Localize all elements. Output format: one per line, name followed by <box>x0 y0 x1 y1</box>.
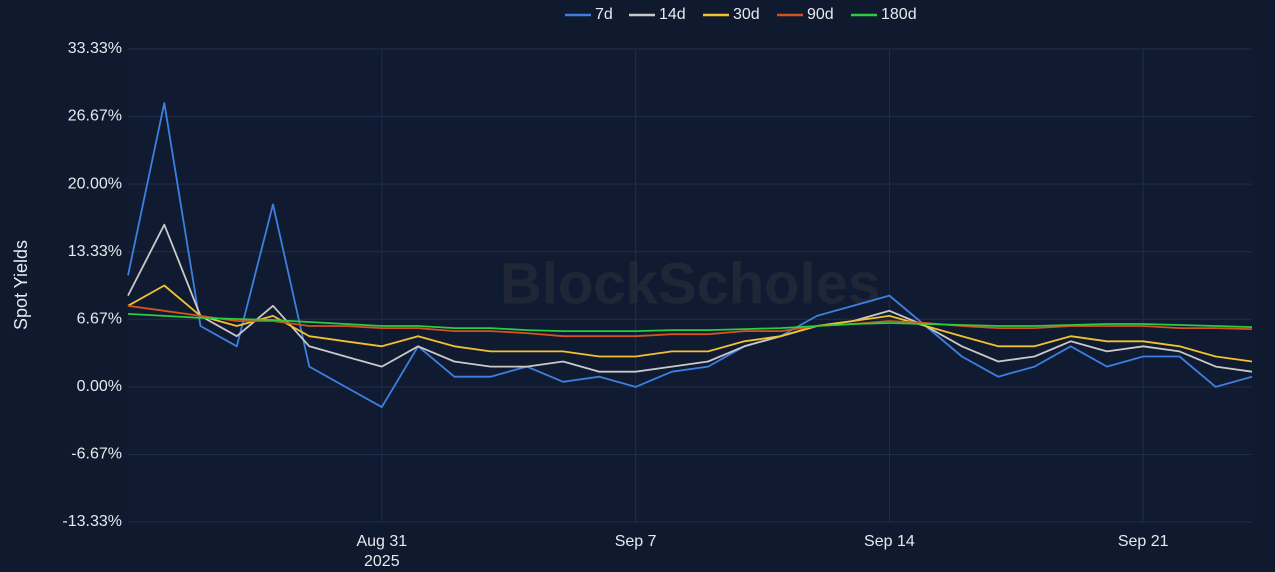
y-tick-label: 0.00% <box>77 378 122 395</box>
series-line <box>127 284 1253 363</box>
y-tick-label: 33.33% <box>68 40 122 57</box>
legend-label: 7d <box>595 6 613 23</box>
plot-area <box>128 49 1252 522</box>
legend-label: 14d <box>659 6 686 23</box>
x-tick-label: Sep 14 <box>864 533 915 550</box>
y-axis-title: Spot Yields <box>11 240 31 330</box>
watermark: BlockScholes <box>500 251 880 316</box>
legend-label: 180d <box>881 6 917 23</box>
series-line <box>127 313 1253 332</box>
y-tick-label: -6.67% <box>71 446 122 463</box>
series-line <box>127 102 1253 408</box>
x-tick-label: Sep 21 <box>1117 533 1169 550</box>
y-tick-label: 6.67% <box>77 310 122 327</box>
x-tick-label: Sep 7 <box>614 533 657 550</box>
series-line <box>127 223 1253 373</box>
y-tick-label: 20.00% <box>68 175 122 192</box>
x-tick-label: Aug 31 2025 <box>356 533 408 570</box>
legend-label: 30d <box>733 6 760 23</box>
y-tick-label: 26.67% <box>68 108 122 125</box>
series-line <box>127 304 1253 338</box>
legend-label: 90d <box>807 6 834 23</box>
y-tick-label: 13.33% <box>68 243 122 260</box>
y-tick-label: -13.33% <box>62 513 122 530</box>
